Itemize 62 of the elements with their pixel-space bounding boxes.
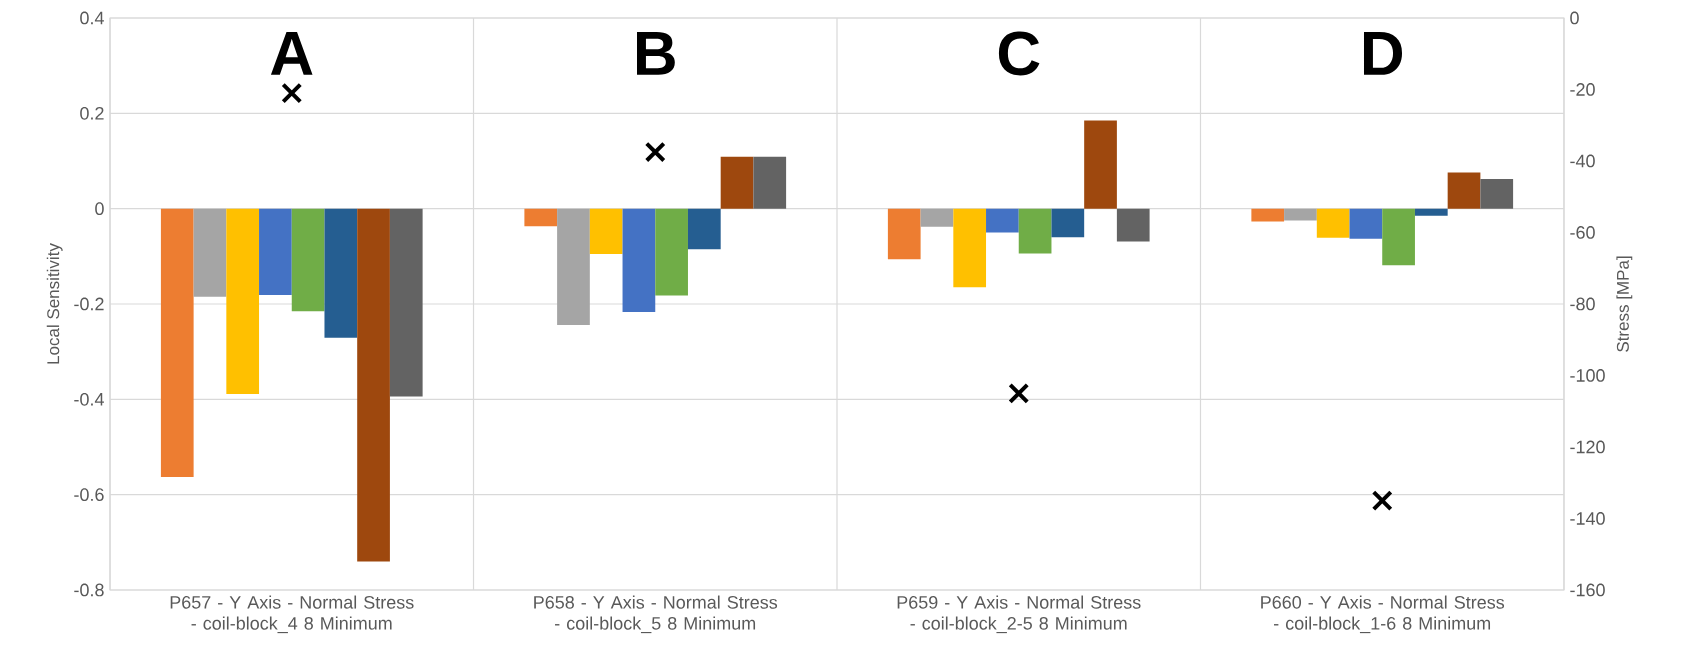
point: [1371, 490, 1393, 512]
y2-tick-label: -140: [1570, 512, 1605, 525]
y-tick-label: 0.4: [80, 11, 104, 25]
bar: [357, 208, 390, 562]
x-tick-label: P660 - Y Axis - Normal Stress - coil-block_1-6 8 Minimum: [1261, 595, 1505, 634]
bar: [324, 208, 358, 338]
annotation: A: [270, 32, 313, 75]
y-axis-title: Local Sensitivity: [46, 243, 63, 364]
bar: [1414, 208, 1448, 216]
y2-tick-label: -60: [1570, 226, 1595, 239]
y2-tick-label: -120: [1570, 440, 1605, 454]
bar: [887, 208, 921, 260]
x-tick-label: P657 - Y Axis - Normal Stress - coil-block_4 8 Minimum: [170, 595, 414, 634]
x-tick-label: P658 - Y Axis - Normal Stress - coil-block_5 8 Minimum: [534, 595, 778, 634]
bar: [1116, 208, 1150, 242]
annotation: D: [1363, 32, 1403, 75]
bar: [622, 208, 656, 313]
bar: [1084, 120, 1117, 209]
bar: [193, 208, 227, 297]
bar: [389, 208, 423, 397]
bar: [160, 208, 194, 478]
y2-tick-label: -80: [1570, 297, 1595, 311]
bar: [655, 208, 688, 296]
bar: [1051, 208, 1085, 238]
bar: [1349, 208, 1383, 239]
bar: [720, 156, 754, 209]
bar: [589, 208, 623, 254]
bar: [259, 208, 292, 295]
y2-tick-label: -160: [1570, 583, 1605, 597]
y-tick-label: 0: [95, 202, 104, 216]
y-tick-label: -0.2: [74, 297, 104, 311]
bar: [1382, 208, 1415, 266]
y-tick-label: -0.6: [74, 488, 104, 502]
y2-axis-title: Stress [MPa]: [1616, 256, 1633, 352]
bar: [1316, 208, 1350, 238]
y2-tick-label: 0: [1570, 11, 1579, 25]
point: [281, 82, 303, 104]
y-tick-label: -0.8: [74, 583, 104, 597]
bar: [291, 208, 325, 312]
bar: [920, 208, 954, 227]
bar: [1251, 208, 1285, 222]
bar: [1447, 172, 1481, 209]
y2-tick-label: -40: [1570, 154, 1595, 168]
y-tick-label: 0.2: [80, 106, 104, 120]
bar: [557, 208, 590, 325]
point: [1008, 382, 1030, 404]
annotation: B: [637, 32, 675, 75]
y2-tick-label: -20: [1570, 83, 1595, 96]
point: [644, 141, 666, 163]
bar: [753, 156, 787, 209]
y2-tick-label: -100: [1570, 369, 1605, 382]
bar: [986, 208, 1019, 233]
annotation: C: [998, 31, 1040, 76]
bar: [1284, 208, 1317, 221]
y-tick-label: -0.4: [74, 392, 104, 406]
bar: [1018, 208, 1052, 254]
bar: [953, 208, 987, 288]
bar: [687, 208, 721, 250]
bar: [226, 208, 260, 395]
x-tick-label: P659 - Y Axis - Normal Stress - coil-block_2-5 8 Minimum: [897, 595, 1141, 634]
bar: [1480, 179, 1514, 209]
bar: [524, 208, 558, 227]
